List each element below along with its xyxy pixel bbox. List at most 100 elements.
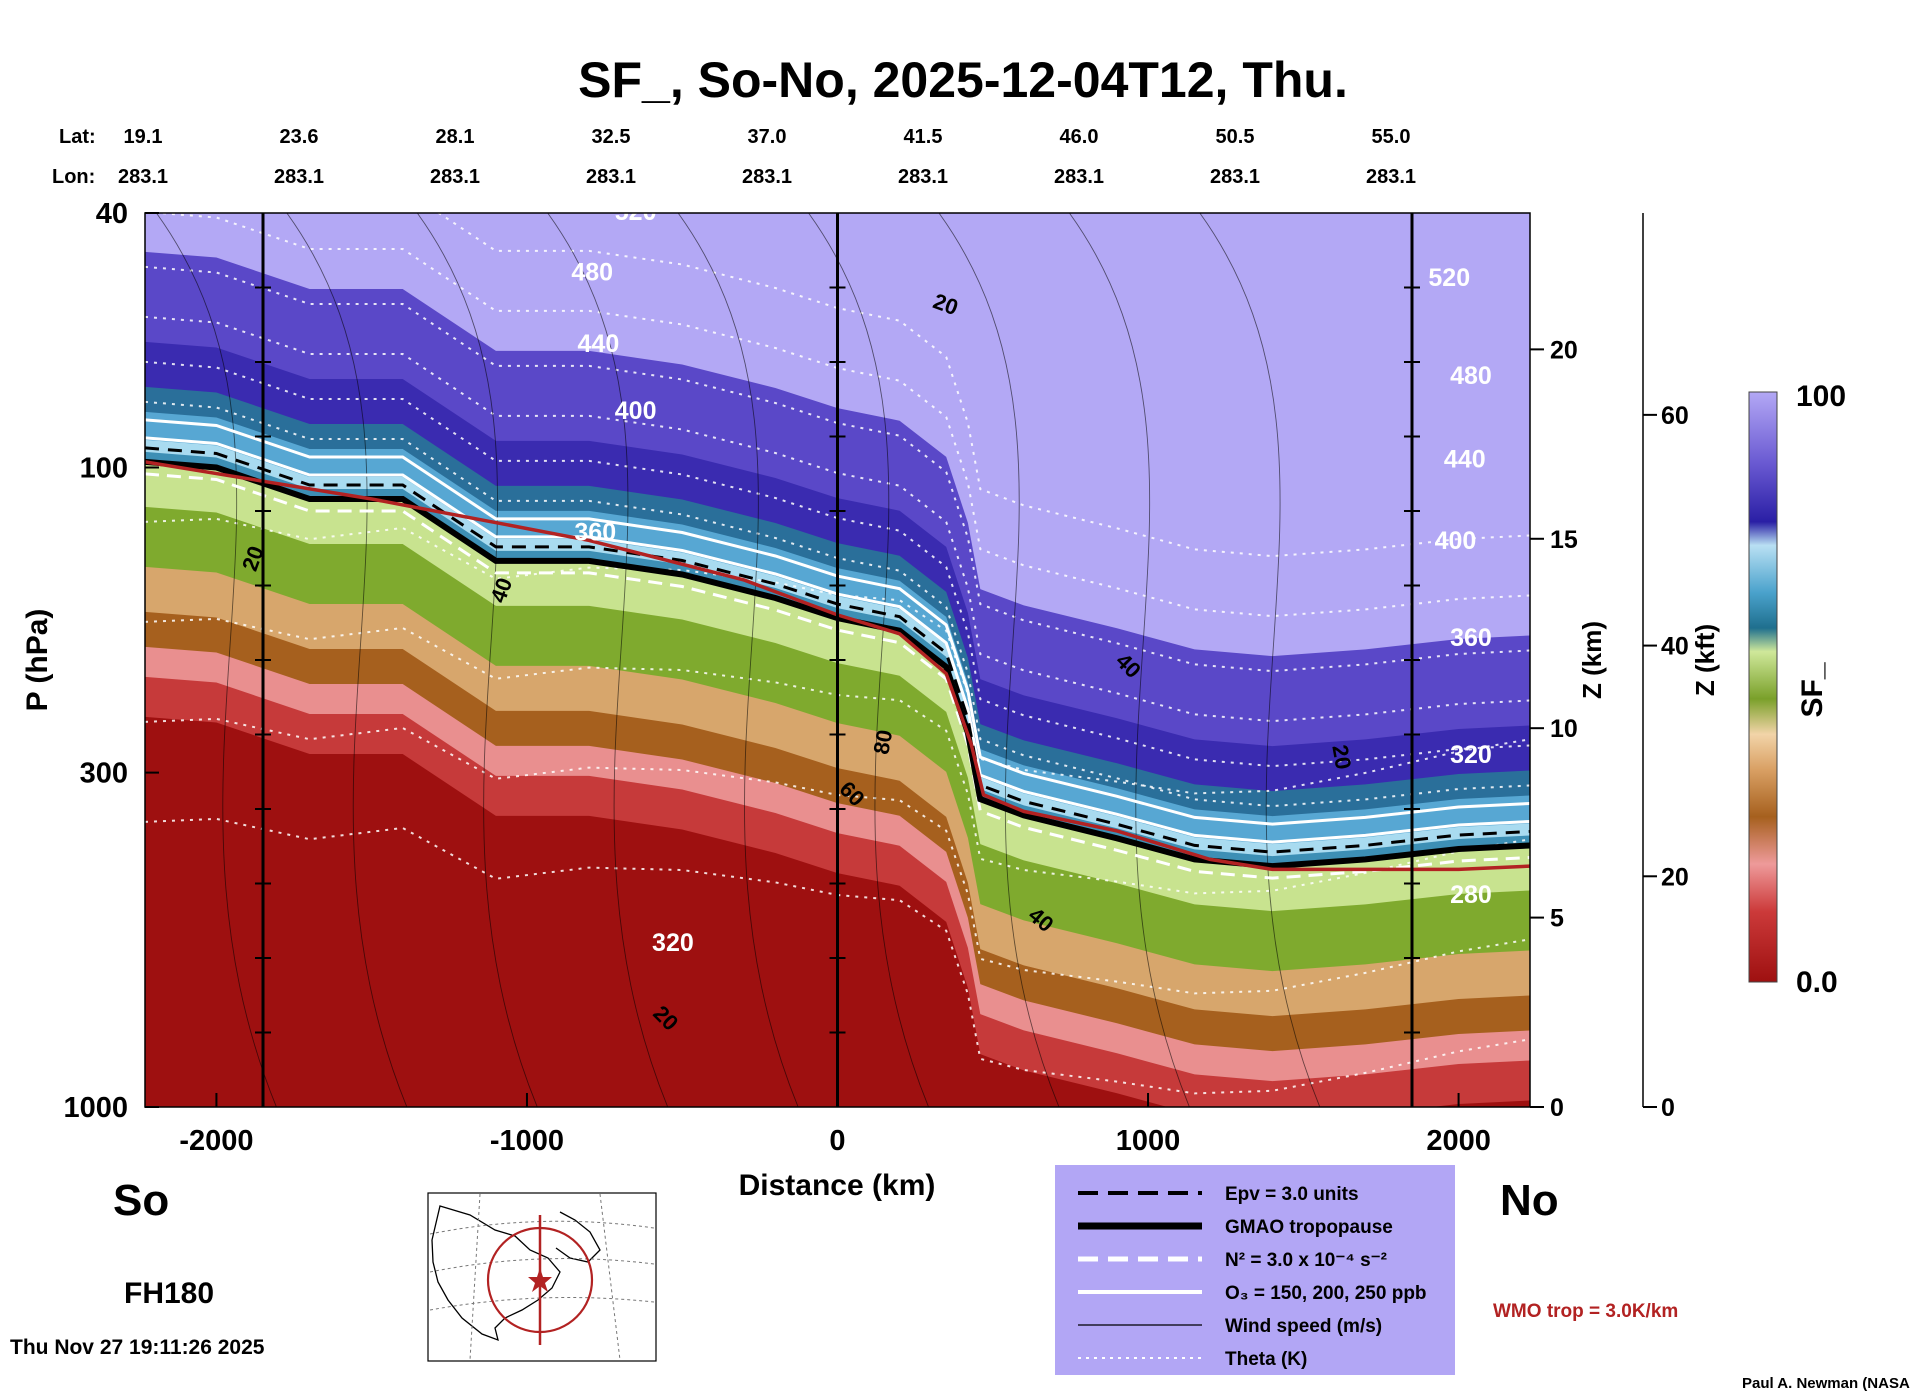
wind-label: 80	[868, 728, 897, 756]
tropopause-lines	[145, 418, 1530, 880]
lon-tick-label: 283.1	[430, 166, 480, 188]
lat-tick-label: 55.0	[1372, 126, 1411, 148]
legend-items: Epv = 3.0 units GMAO tropopause N² = 3.0 x…	[1078, 1184, 1427, 1370]
lon-tick-label: 283.1	[1210, 166, 1260, 188]
lon-tick-label: 283.1	[586, 166, 636, 188]
lon-tick-label: 283.1	[1366, 166, 1416, 188]
ozone-contour	[145, 418, 1530, 826]
theta-label: 280	[1450, 881, 1492, 909]
lat-tick-label: 23.6	[280, 126, 319, 148]
z-km-tick-label: 0	[1550, 1094, 1564, 1122]
lon-tick-label: 283.1	[742, 166, 792, 188]
wind-contour	[1069, 213, 1190, 1107]
legend-label: O₃ = 150, 200, 250 ppb	[1225, 1283, 1427, 1304]
colorbar-min-label: 0.0	[1796, 966, 1838, 999]
wind-contours	[156, 213, 1321, 1107]
lon-tick-label: 283.1	[898, 166, 948, 188]
lon-row: Lon:	[52, 166, 95, 188]
theta-contour	[146, 213, 1530, 618]
lon-label: Lon:	[52, 166, 95, 188]
theta-contour	[145, 360, 1530, 768]
p-tick-label: 40	[96, 198, 128, 230]
theta-label: 360	[574, 518, 616, 546]
z-kft-tick-label: 40	[1661, 633, 1689, 661]
legend-label: Wind speed (m/s)	[1225, 1316, 1382, 1337]
z-kft-tick-label: 20	[1661, 863, 1689, 891]
legend-label: Theta (K)	[1225, 1349, 1307, 1370]
wind-contour	[938, 213, 1060, 1107]
theta-label: 320	[652, 929, 694, 957]
x-tick-label: 0	[829, 1125, 845, 1157]
x-tick-label: 2000	[1426, 1125, 1491, 1157]
run-timestamp: Thu Nov 27 19:11:26 2025	[10, 1336, 265, 1359]
axes: -2000 -1000 0 1000 2000100030010040051015200…	[63, 198, 1688, 1157]
theta-label: 320	[1450, 741, 1492, 769]
z-km-axis-title: Z (km)	[1577, 621, 1607, 699]
wind-contour	[286, 213, 408, 1107]
lat-tick-label: 28.1	[436, 126, 475, 148]
theta-contour	[145, 617, 1530, 895]
p-tick-label: 100	[80, 452, 128, 484]
theta-label: 520	[1428, 264, 1470, 292]
colorbar-title: SF_	[1796, 662, 1829, 717]
wind-contour	[1199, 213, 1321, 1107]
lat-tick-label: 41.5	[904, 126, 943, 148]
map-coastline-east	[555, 1211, 601, 1263]
p-tick-label: 1000	[63, 1092, 128, 1124]
z-km-tick-label: 15	[1550, 526, 1578, 554]
x-tick-label: 1000	[1116, 1125, 1181, 1157]
theta-label: 440	[1444, 445, 1486, 473]
lat-tick-label: 50.5	[1216, 126, 1255, 148]
theta-label: 360	[1450, 624, 1492, 652]
theta-label: 520	[615, 198, 657, 226]
x-axis-title: Distance (km)	[739, 1169, 936, 1202]
legend-label: GMAO tropopause	[1225, 1217, 1393, 1238]
wmo-trop-label: WMO trop = 3.0K/km	[1493, 1301, 1678, 1322]
legend-box: Epv = 3.0 units GMAO tropopause N² = 3.0 x…	[1055, 1165, 1455, 1375]
x-tick-label: -2000	[179, 1125, 253, 1157]
wmo-tropopause-line	[145, 460, 1530, 872]
legend-label: Epv = 3.0 units	[1225, 1184, 1359, 1205]
theta-contour	[145, 400, 1530, 808]
z-km-tick-label: 10	[1550, 715, 1578, 743]
theta-label: 440	[578, 330, 620, 358]
y-axis-title: P (hPa)	[21, 609, 54, 712]
locator-map	[427, 1192, 657, 1362]
wind-label: 20	[1327, 743, 1356, 771]
x-tick-label: -1000	[490, 1125, 564, 1157]
lat-tick-label: 46.0	[1060, 126, 1099, 148]
legend-background	[1055, 1165, 1455, 1375]
wind-contour	[547, 213, 669, 1107]
lat-lon-ticks: 19.1 283.1 23.6 283.1 28.1 283.1 32.5 283.1 37.0…	[118, 126, 1416, 188]
z-km-tick-label: 20	[1550, 336, 1578, 364]
colorbar-max-label: 100	[1796, 380, 1846, 413]
legend-label: N² = 3.0 x 10⁻⁴ s⁻²	[1225, 1250, 1387, 1271]
author-credit: Paul A. Newman (NASA	[1742, 1375, 1910, 1392]
contour-labels: 520 480 440 400 360 320 520 480 440 400 360 320 280 2…	[237, 198, 1492, 1036]
theta-label: 480	[1450, 362, 1492, 390]
lat-label: Lat:	[59, 126, 96, 148]
p-tick-label: 300	[80, 758, 128, 790]
wind-contour	[416, 213, 538, 1107]
theta-label: 400	[1435, 527, 1477, 555]
z-kft-axis-title: Z (kft)	[1690, 624, 1720, 696]
map-center-star	[528, 1268, 552, 1292]
theta-contour	[145, 517, 1530, 795]
wind-contour	[677, 213, 799, 1107]
south-label: So	[113, 1176, 169, 1225]
epv-contour	[145, 446, 1530, 854]
z-kft-tick-label: 60	[1661, 402, 1689, 430]
theta-contour	[145, 817, 1530, 1095]
lat-row: Lat:	[59, 126, 96, 148]
colorbar-gradient	[1748, 391, 1778, 983]
ozone-contour	[145, 436, 1530, 844]
lat-tick-label: 37.0	[748, 126, 787, 148]
theta-contour	[145, 315, 1530, 723]
lon-tick-label: 283.1	[118, 166, 168, 188]
theta-contour	[437, 213, 1530, 558]
map-coastline	[431, 1205, 561, 1342]
theta-label: 400	[615, 397, 657, 425]
theta-label: 480	[571, 258, 613, 286]
chart-title: SF_, So-No, 2025-12-04T12, Thu.	[578, 52, 1348, 108]
